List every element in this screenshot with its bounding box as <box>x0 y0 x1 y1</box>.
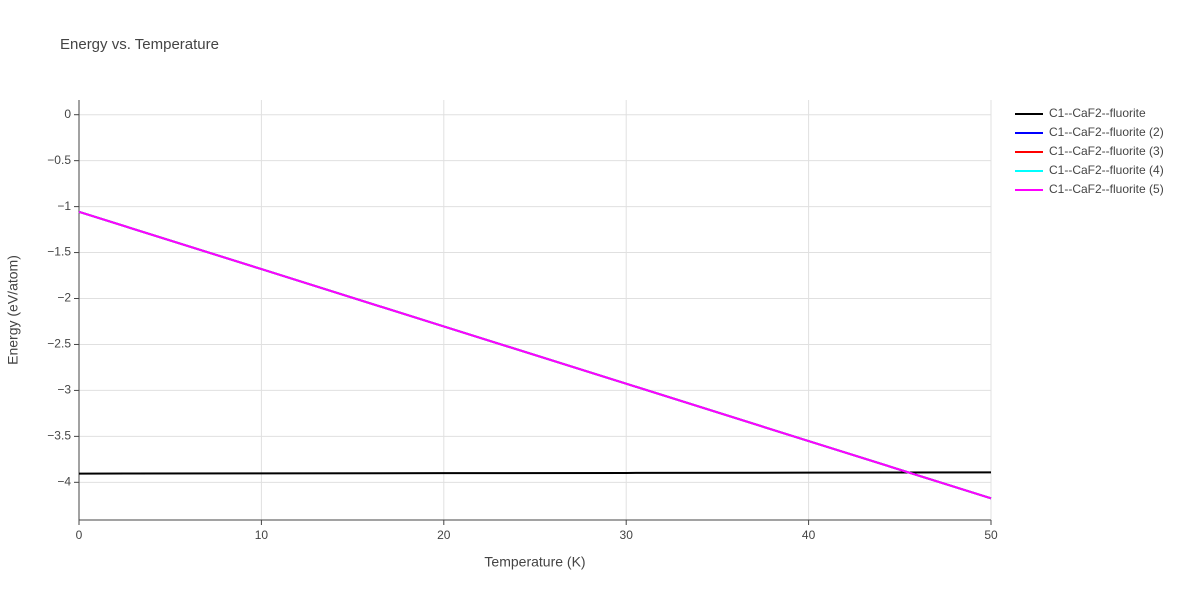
y-tick-label: −2.5 <box>47 337 71 351</box>
y-tick-label: −3 <box>57 383 71 397</box>
chart-title: Energy vs. Temperature <box>60 36 219 53</box>
y-axis-label: Energy (eV/atom) <box>5 255 21 365</box>
y-tick-label: −3.5 <box>47 429 71 443</box>
x-tick-label: 0 <box>76 528 83 542</box>
y-tick-label: −1 <box>57 199 71 213</box>
legend-label: C1--CaF2--fluorite <box>1049 106 1146 120</box>
y-tick-label: −0.5 <box>47 153 71 167</box>
x-tick-label: 10 <box>255 528 269 542</box>
legend-label: C1--CaF2--fluorite (3) <box>1049 144 1164 158</box>
x-tick-label: 40 <box>802 528 816 542</box>
legend-label: C1--CaF2--fluorite (2) <box>1049 125 1164 139</box>
legend-label: C1--CaF2--fluorite (4) <box>1049 163 1164 177</box>
series-line <box>78 210 992 500</box>
y-tick-label: 0 <box>64 107 71 121</box>
x-tick-label: 30 <box>620 528 634 542</box>
y-tick-label: −4 <box>57 474 71 488</box>
x-axis-label: Temperature (K) <box>484 554 585 570</box>
y-tick-label: −2 <box>57 291 71 305</box>
x-tick-label: 50 <box>984 528 998 542</box>
y-tick-label: −1.5 <box>47 245 71 259</box>
legend-label: C1--CaF2--fluorite (5) <box>1049 182 1164 196</box>
x-tick-label: 20 <box>437 528 451 542</box>
series-line <box>78 471 992 475</box>
